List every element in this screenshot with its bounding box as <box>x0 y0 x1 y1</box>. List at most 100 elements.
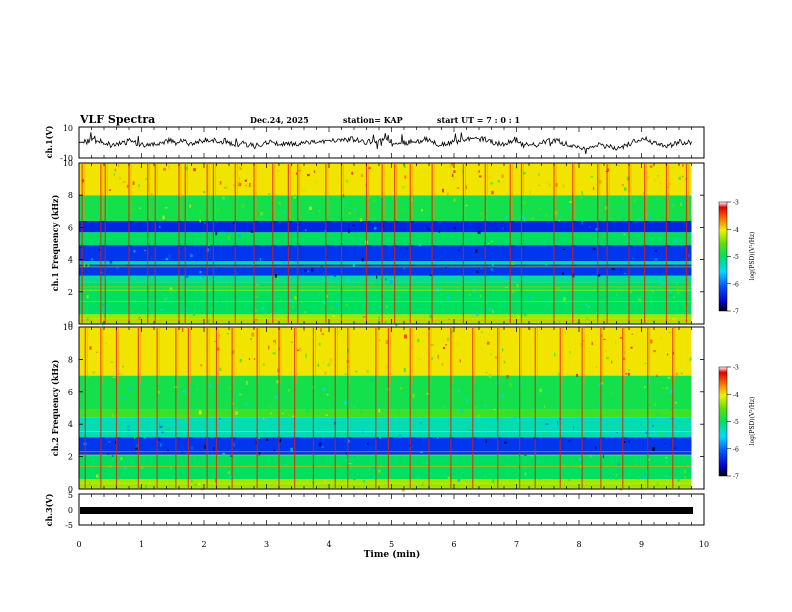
spectrogram-speckle <box>353 208 357 210</box>
spectrogram-speckle <box>451 173 454 177</box>
ch1-ytick-top: 10 <box>63 124 73 133</box>
spectrogram-speckle <box>446 192 449 196</box>
spectrogram-speckle <box>153 305 155 309</box>
spectrogram-speckle <box>503 386 505 390</box>
spectrogram-speckle <box>679 265 682 267</box>
spectrogram-speckle <box>676 288 679 291</box>
spectrogram-speckle <box>290 239 292 242</box>
spectrogram-speckle <box>558 372 560 376</box>
spectrogram-speckle <box>437 354 440 359</box>
spectrogram-speckle <box>511 261 515 265</box>
spectrogram-speckle <box>656 482 660 486</box>
spectrogram-speckle <box>386 437 389 439</box>
spectrogram-speckle <box>578 458 582 461</box>
spectrogram-speckle <box>400 280 403 284</box>
spectrogram-speckle <box>150 257 154 260</box>
spectrogram-speckle <box>371 377 373 382</box>
spectrogram-speckle <box>378 469 381 473</box>
spectrogram-speckle <box>363 480 365 483</box>
spectrogram-speckle <box>165 207 168 209</box>
spectrogram-speckle <box>538 184 540 186</box>
spectrogram-speckle <box>511 290 514 294</box>
spectrogram-speckle <box>444 266 447 269</box>
spectrogram-speckle <box>452 165 455 168</box>
spectrogram-speckle <box>251 332 255 337</box>
spectrogram-speckle <box>562 184 565 189</box>
spectrogram-speckle <box>689 359 692 362</box>
spectrogram-speckle <box>474 385 478 387</box>
spectrogram-speckle <box>673 271 677 275</box>
spectrogram-speckle <box>627 372 630 376</box>
spectrogram-speckle <box>609 478 612 481</box>
spectrogram-speckle <box>666 353 669 356</box>
spectrogram-speckle <box>669 390 673 394</box>
spectrogram-speckle <box>467 276 470 279</box>
spectrogram-speckle <box>649 216 653 220</box>
spectrogram-speckle <box>494 356 498 359</box>
ch1-spectrogram-image <box>79 163 704 327</box>
spectrogram-speckle <box>678 412 680 417</box>
spectrogram-speckle <box>593 339 595 344</box>
spectrogram-speckle <box>683 469 686 474</box>
spectrogram-speckle <box>260 378 264 383</box>
spectrogram-speckle <box>160 443 162 447</box>
spectrogram-speckle <box>89 346 92 350</box>
spectrogram-speckle <box>238 182 242 187</box>
spectrogram-speckle <box>556 286 560 291</box>
spectrogram-speckle <box>279 212 281 216</box>
spectrogram-speckle <box>113 173 115 176</box>
spectrogram-speckle <box>658 280 661 283</box>
spectrogram-speckle <box>602 454 605 459</box>
spectrogram-speckle <box>368 167 371 170</box>
spectrogram-speckle <box>219 268 222 272</box>
spectrogram-speckle <box>246 238 249 241</box>
spectrogram-speckle <box>623 357 625 360</box>
spectrogram-speckle <box>641 462 643 467</box>
spectrogram-speckle <box>215 232 218 236</box>
spectrogram-speckle <box>689 357 692 361</box>
spectrogram-speckle <box>642 475 645 479</box>
spectrogram-speckle <box>451 163 453 166</box>
spectrogram-speckle <box>250 230 254 233</box>
spectrogram-speckle <box>205 427 207 429</box>
ch3-waveform-panel: 5 0 -5 ch.3(V) <box>44 491 705 530</box>
spectrogram-speckle <box>622 282 625 286</box>
spectrogram-speckle <box>95 474 99 478</box>
spectrogram-speckle <box>355 370 358 373</box>
start-time-label: start UT = 7 : 0 : 1 <box>437 115 520 125</box>
spectrogram-speckle <box>158 437 161 442</box>
spectrogram-band-6 <box>79 327 692 376</box>
ch2-spectrogram-image <box>79 327 704 492</box>
spectrogram-speckle <box>417 476 419 479</box>
spectrogram-ytick-label: 2 <box>68 453 73 462</box>
spectrogram-blank-tail <box>691 163 704 324</box>
spectrogram-speckle <box>447 476 450 481</box>
spectrogram-speckle <box>318 292 320 297</box>
spectrogram-speckle <box>113 410 115 414</box>
spectrogram-speckle <box>537 173 541 177</box>
spectrogram-speckle <box>347 399 349 403</box>
spectrogram-speckle <box>595 446 597 450</box>
spectrogram-speckle <box>106 340 110 345</box>
spectrogram-speckle <box>516 283 519 288</box>
spectrogram-speckle <box>527 327 530 330</box>
spectrogram-speckle <box>412 393 415 398</box>
spectrogram-speckle <box>425 462 428 465</box>
spectrogram-speckle <box>292 415 295 418</box>
spectrogram-speckle <box>680 297 682 301</box>
spectrogram-speckle <box>334 273 337 278</box>
spectrogram-speckle <box>429 314 432 319</box>
time-tick-label: 2 <box>201 540 206 549</box>
spectrogram-speckle <box>511 337 515 340</box>
spectrogram-speckle <box>121 433 124 438</box>
spectrogram-speckle <box>446 337 450 342</box>
spectrogram-speckle <box>400 290 402 292</box>
spectrogram-speckle <box>83 264 86 267</box>
spectrogram-speckle <box>464 397 467 400</box>
spectrogram-speckle <box>392 277 395 281</box>
spectrogram-speckle <box>321 445 325 448</box>
spectrogram-speckle <box>274 339 277 344</box>
spectrogram-speckle <box>381 384 384 387</box>
spectrogram-speckle <box>119 373 123 377</box>
spectrogram-speckle <box>638 298 641 302</box>
